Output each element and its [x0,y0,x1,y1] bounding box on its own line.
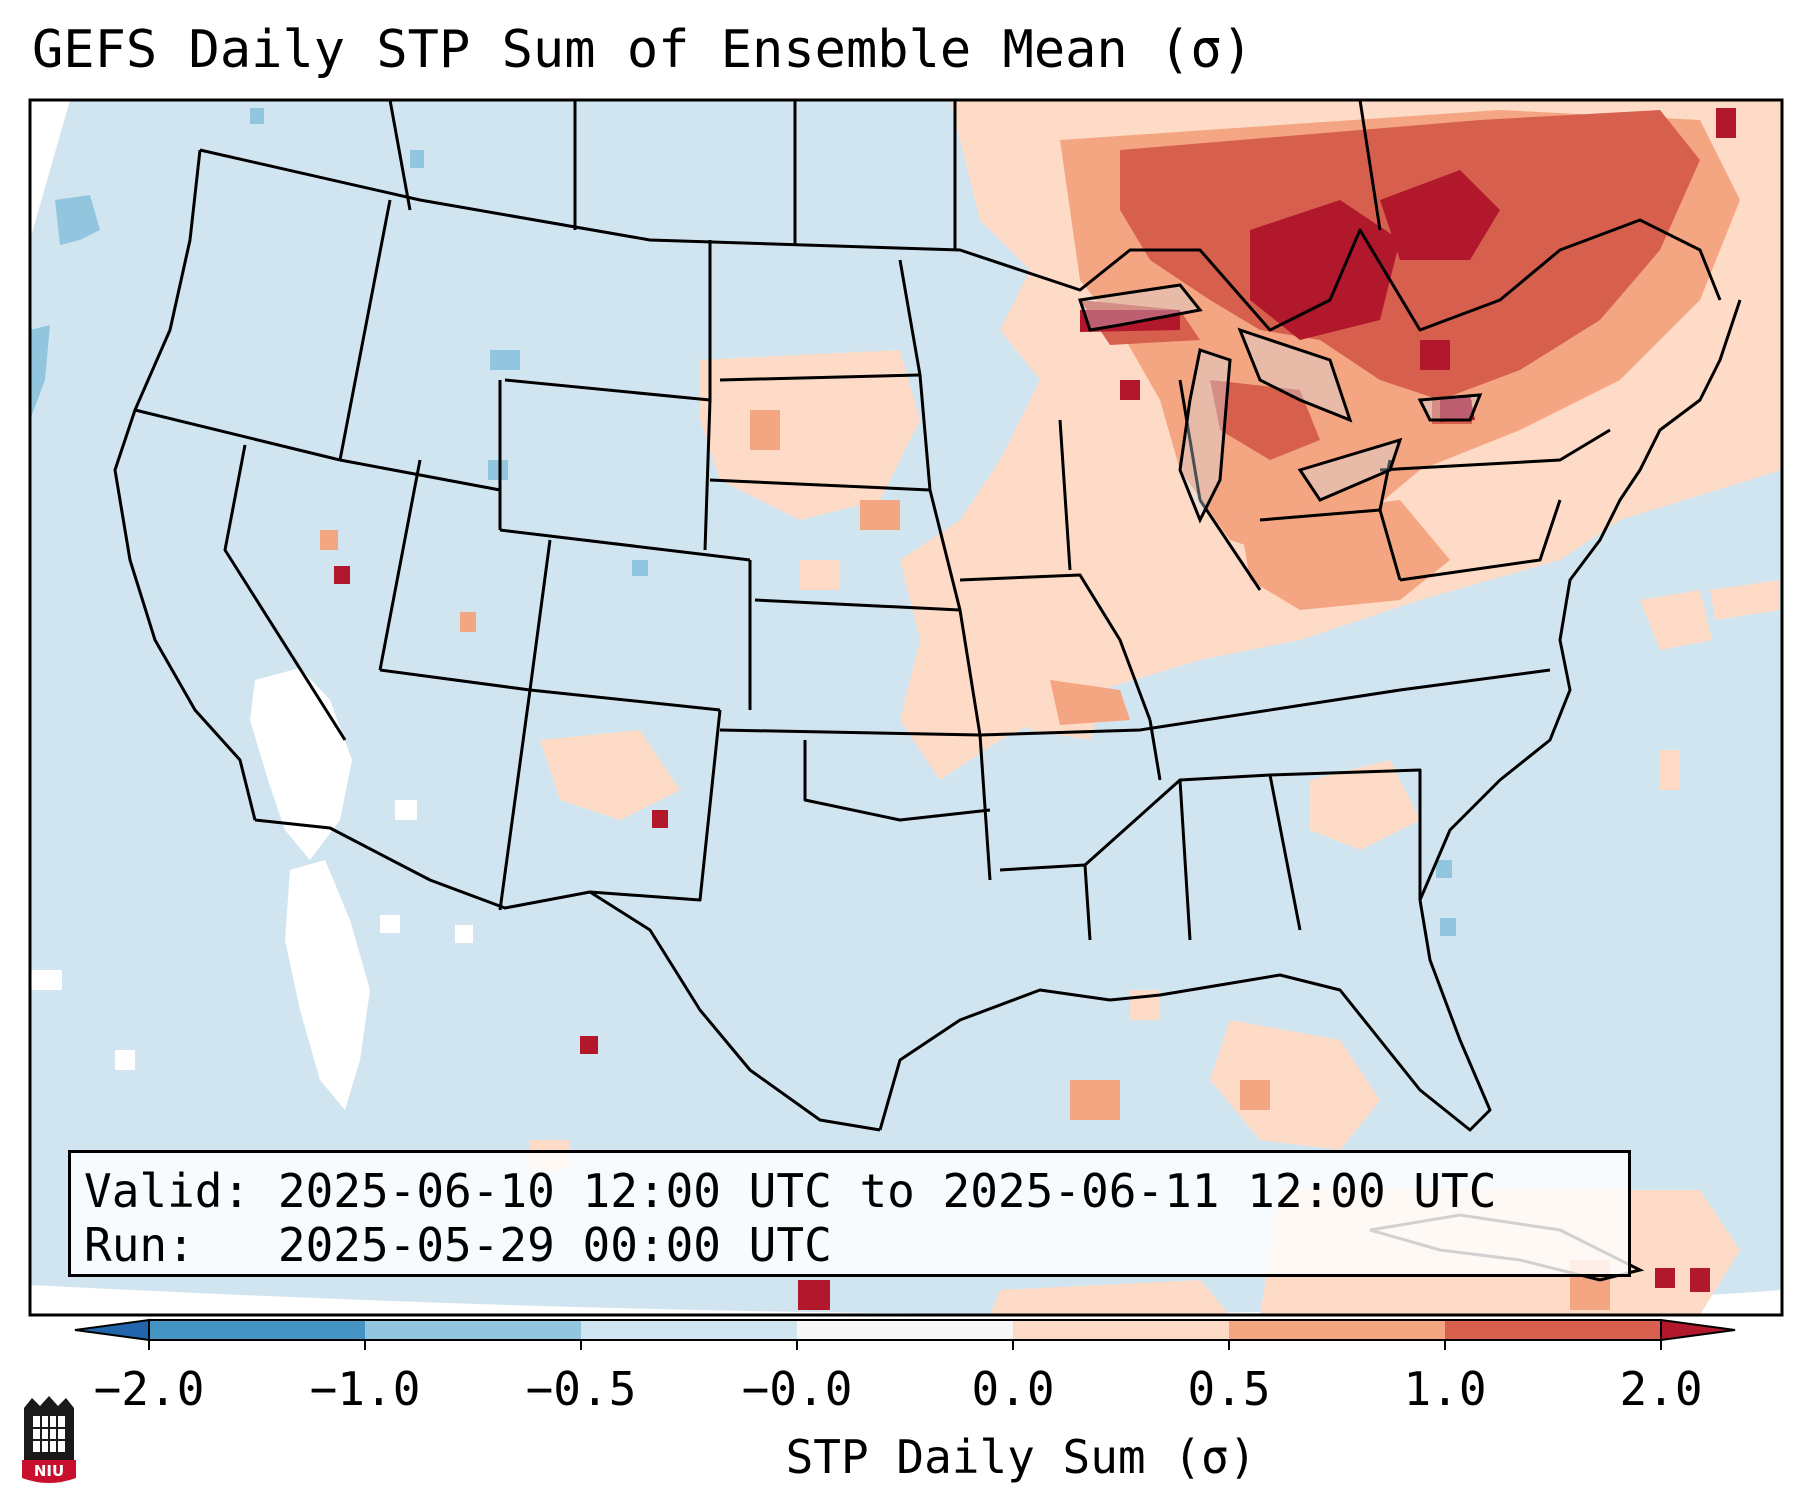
valid-value: 2025-06-10 12:00 UTC to 2025-06-11 12:00… [277,1164,1497,1218]
colorbar-bin-5 [1013,1320,1229,1340]
colorbar-extend-high [1660,1318,1736,1342]
map-area [30,100,1782,1315]
run-row: Run: 2025-05-29 00:00 UTC [84,1218,1628,1272]
map-frame [28,98,1784,1317]
run-label: Run: [84,1218,195,1272]
colorbar-tick-label: 1.0 [1403,1362,1487,1416]
colorbar-tick-label: −1.0 [309,1362,421,1416]
near-zero-patches [30,668,473,1110]
niu-logo-text: NIU [33,1462,65,1480]
great-lakes [1078,283,1483,524]
colorbar [74,1318,1736,1350]
valid-label: Valid: [84,1164,251,1218]
colorbar-tick-label: −0.0 [741,1362,853,1416]
colorbar-bin-4 [797,1320,1013,1340]
colorbar-tick-label: −0.5 [525,1362,637,1416]
province-borders [388,100,1382,250]
colorbar-bin-6 [1229,1320,1445,1340]
run-value: 2025-05-29 00:00 UTC [277,1218,832,1272]
colorbar-tick-label: 0.5 [1187,1362,1271,1416]
colorbar-bin-7 [1445,1320,1661,1340]
colorbar-bin-3 [581,1320,797,1340]
niu-logo-icon [22,1396,76,1483]
colorbar-extend-low [74,1318,150,1342]
colorbar-bin-2 [365,1320,581,1340]
valid-row: Valid: 2025-06-10 12:00 UTC to 2025-06-1… [84,1164,1628,1218]
state-borders [113,148,1742,1132]
colorbar-tick-label: −2.0 [93,1362,205,1416]
valid-run-box: Valid: 2025-06-10 12:00 UTC to 2025-06-1… [68,1150,1631,1277]
niu-logo: NIU [20,1394,78,1486]
colorbar-tick-label: 0.0 [971,1362,1055,1416]
colorbar-tick-label: 2.0 [1619,1362,1703,1416]
colorbar-label: STP Daily Sum (σ) [785,1430,1257,1484]
colorbar-bin-1 [149,1320,365,1340]
negative-patches [30,108,1456,936]
map-title: GEFS Daily STP Sum of Ensemble Mean (σ) [32,20,1253,80]
